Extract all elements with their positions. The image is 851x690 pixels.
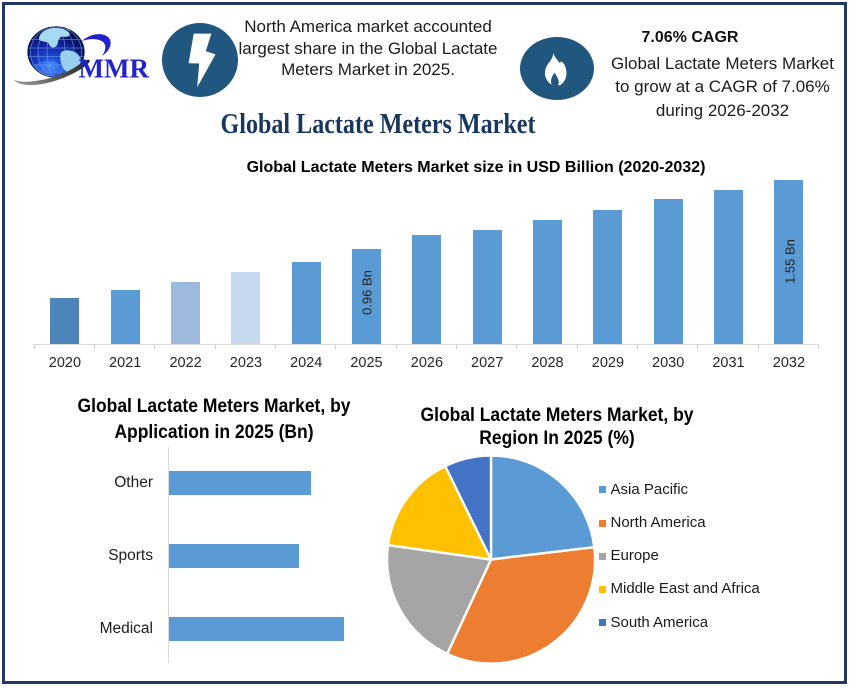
svg-text:MMR: MMR [79, 54, 150, 84]
